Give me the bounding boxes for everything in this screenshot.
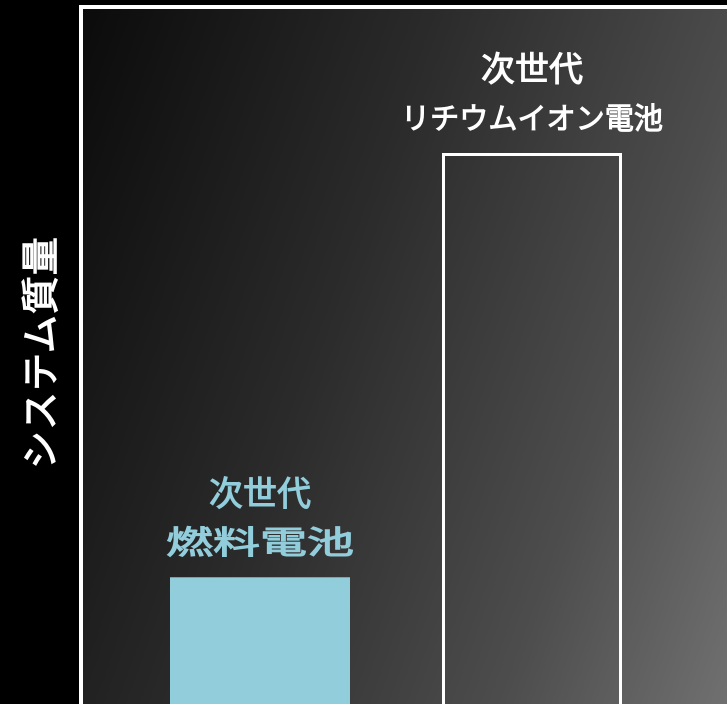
bar-label-1: 次世代燃料電池 bbox=[166, 474, 354, 561]
bar-label-2: 次世代リチウムイオン電池 bbox=[401, 50, 663, 137]
bar-1 bbox=[170, 577, 350, 704]
bar-2 bbox=[442, 153, 622, 704]
